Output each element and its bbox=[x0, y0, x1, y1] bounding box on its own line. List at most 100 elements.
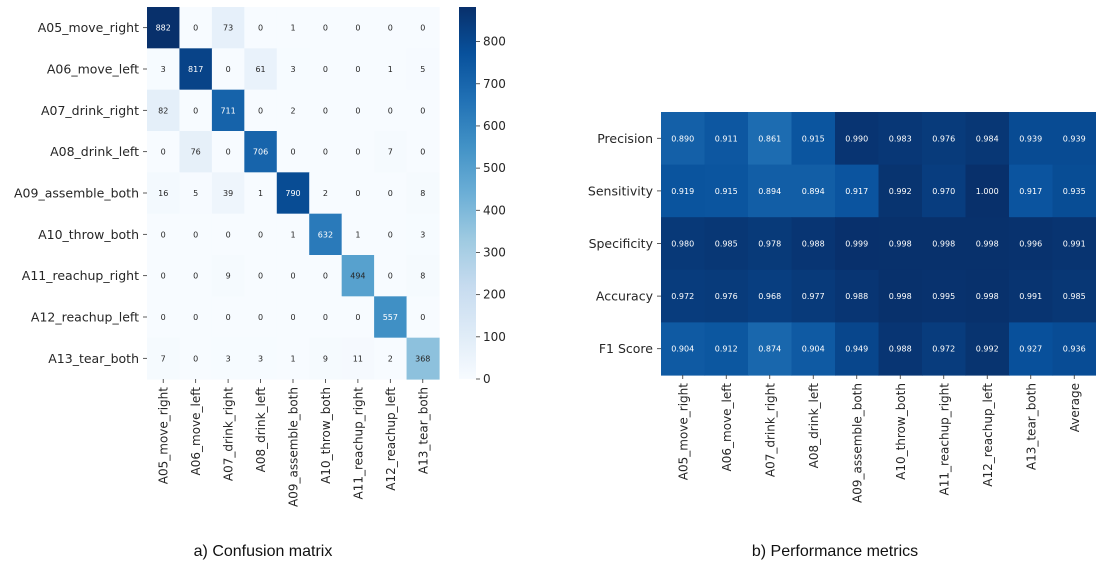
cell-value-label: 3 bbox=[226, 354, 231, 363]
cell-value-label: 0 bbox=[355, 24, 360, 33]
cell-value-label: 0.999 bbox=[845, 240, 868, 249]
cell-value-label: 0.991 bbox=[1019, 292, 1042, 301]
cell-value-label: 0.991 bbox=[1063, 240, 1086, 249]
column-tick-label: A05_move_right bbox=[676, 383, 690, 480]
cell-value-label: 0 bbox=[290, 148, 295, 157]
cell-value-label: 1 bbox=[388, 65, 393, 74]
cell-value-label: 0.917 bbox=[845, 187, 868, 196]
cell-value-label: 0 bbox=[161, 272, 166, 281]
cell-value-label: 0.936 bbox=[1063, 345, 1086, 354]
cell-value-label: 2 bbox=[388, 354, 393, 363]
row-tick-label: A10_throw_both bbox=[38, 227, 139, 242]
column-tick-label: A12_reachup_left bbox=[981, 383, 995, 487]
cell-value-label: 2 bbox=[323, 189, 328, 198]
cell-value-label: 0.998 bbox=[932, 240, 955, 249]
cell-value-label: 0.980 bbox=[671, 240, 694, 249]
cell-value-label: 3 bbox=[420, 230, 425, 239]
cell-value-label: 0.988 bbox=[889, 345, 912, 354]
cell-value-label: 0.970 bbox=[932, 187, 955, 196]
row-tick-label: Accuracy bbox=[596, 289, 654, 304]
row-tick-label: A05_move_right bbox=[38, 20, 139, 35]
cell-value-label: 0 bbox=[193, 24, 198, 33]
cell-value-label: 0 bbox=[355, 313, 360, 322]
row-tick-label: Sensitivity bbox=[588, 183, 654, 198]
cell-value-label: 7 bbox=[388, 148, 393, 157]
cell-value-label: 0 bbox=[226, 230, 231, 239]
cell-value-label: 632 bbox=[318, 230, 333, 239]
cell-value-label: 5 bbox=[193, 189, 198, 198]
cell-value-label: 1 bbox=[290, 354, 295, 363]
cell-value-label: 1 bbox=[355, 230, 360, 239]
cell-value-label: 0.972 bbox=[932, 345, 955, 354]
cell-value-label: 0.915 bbox=[802, 134, 825, 143]
cell-value-label: 0 bbox=[226, 313, 231, 322]
cell-value-label: 73 bbox=[223, 24, 233, 33]
cell-value-label: 0.977 bbox=[802, 292, 825, 301]
cell-value-label: 0 bbox=[258, 313, 263, 322]
cell-value-label: 0 bbox=[388, 106, 393, 115]
cell-value-label: 0 bbox=[290, 313, 295, 322]
cell-value-label: 0.939 bbox=[1019, 134, 1042, 143]
cell-value-label: 0.912 bbox=[715, 345, 738, 354]
column-tick-label: A06_move_left bbox=[720, 383, 734, 472]
column-tick-label: A08_drink_left bbox=[807, 383, 821, 469]
column-tick-label: A10_throw_both bbox=[319, 387, 333, 484]
cell-value-label: 0 bbox=[258, 24, 263, 33]
colorbar-tick-label: 600 bbox=[483, 119, 506, 133]
cell-value-label: 0.949 bbox=[845, 345, 868, 354]
cell-value-label: 0.988 bbox=[802, 240, 825, 249]
column-tick-label: A09_assemble_both bbox=[287, 387, 301, 507]
cell-value-label: 5 bbox=[420, 65, 425, 74]
cell-value-label: 1 bbox=[258, 189, 263, 198]
cell-value-label: 0 bbox=[355, 106, 360, 115]
column-tick-label: A12_reachup_left bbox=[384, 387, 398, 491]
cell-value-label: 0.935 bbox=[1063, 187, 1086, 196]
cell-value-label: 0 bbox=[420, 106, 425, 115]
cell-value-label: 0 bbox=[161, 313, 166, 322]
column-tick-label: A05_move_right bbox=[157, 387, 171, 484]
cell-value-label: 0 bbox=[193, 272, 198, 281]
column-tick-label: A07_drink_right bbox=[222, 387, 236, 481]
cell-value-label: 0 bbox=[258, 106, 263, 115]
row-tick-label: F1 Score bbox=[599, 341, 653, 356]
row-tick-label: A09_assemble_both bbox=[14, 186, 139, 201]
cell-value-label: 0 bbox=[290, 272, 295, 281]
cell-value-label: 0.911 bbox=[715, 134, 738, 143]
cell-value-label: 0.976 bbox=[932, 134, 955, 143]
cell-value-label: 0 bbox=[323, 65, 328, 74]
cell-value-label: 0.927 bbox=[1019, 345, 1042, 354]
cell-value-label: 0 bbox=[161, 148, 166, 157]
colorbar-tick-label: 0 bbox=[483, 372, 491, 386]
cell-value-label: 0 bbox=[193, 313, 198, 322]
cell-value-label: 0.998 bbox=[889, 292, 912, 301]
cell-value-label: 0.894 bbox=[802, 187, 825, 196]
cell-value-label: 1 bbox=[290, 230, 295, 239]
colorbar-tick-label: 500 bbox=[483, 161, 506, 175]
column-tick-label: A11_reachup_right bbox=[351, 387, 365, 500]
colorbar-tick-label: 700 bbox=[483, 77, 506, 91]
cell-value-label: 1 bbox=[290, 24, 295, 33]
cell-value-label: 0 bbox=[161, 230, 166, 239]
cell-value-label: 0.968 bbox=[758, 292, 781, 301]
cell-value-label: 82 bbox=[158, 106, 168, 115]
cell-value-label: 0 bbox=[226, 65, 231, 74]
cell-value-label: 0 bbox=[355, 148, 360, 157]
cell-value-label: 0.915 bbox=[715, 187, 738, 196]
column-tick-label: A09_assemble_both bbox=[850, 383, 864, 503]
column-tick-label: A07_drink_right bbox=[763, 383, 777, 477]
cell-value-label: 790 bbox=[285, 189, 300, 198]
column-tick-label: A10_throw_both bbox=[894, 383, 908, 480]
cell-value-label: 0.904 bbox=[802, 345, 825, 354]
cell-value-label: 711 bbox=[220, 106, 235, 115]
cell-value-label: 0 bbox=[388, 230, 393, 239]
cell-value-label: 817 bbox=[188, 65, 203, 74]
cell-value-label: 0.998 bbox=[976, 292, 999, 301]
cell-value-label: 0.917 bbox=[1019, 187, 1042, 196]
cell-value-label: 9 bbox=[226, 272, 231, 281]
cell-value-label: 0 bbox=[323, 148, 328, 157]
cell-value-label: 0.992 bbox=[889, 187, 912, 196]
cell-value-label: 0.861 bbox=[758, 134, 781, 143]
